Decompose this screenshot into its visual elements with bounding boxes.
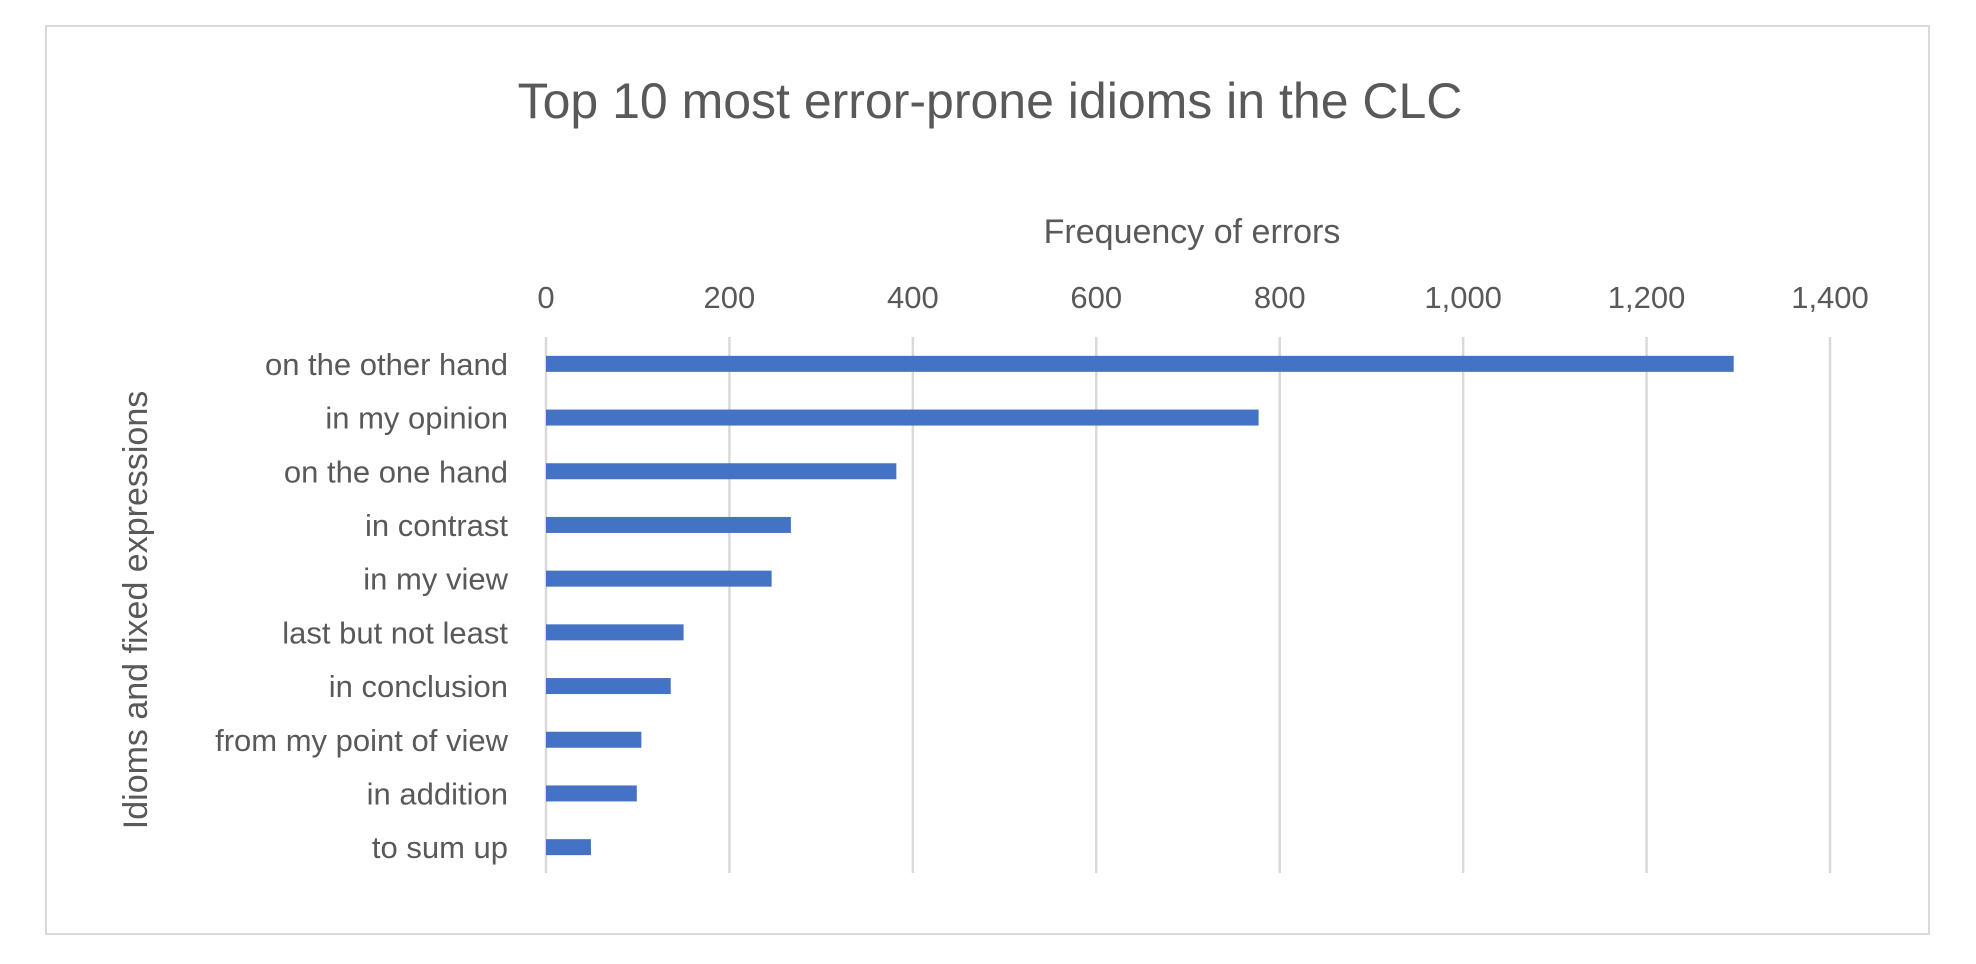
bar (546, 570, 772, 587)
bar (546, 678, 671, 695)
bar (546, 516, 791, 533)
x-axis-ticks: 0 200 400 600 800 1,000 1,200 1,400 (537, 280, 1868, 315)
category-labels: on the other hand in my opinion on the one… (215, 347, 508, 865)
category-label: last but not least (282, 615, 508, 650)
bar (546, 409, 1259, 426)
chart-frame (45, 25, 1930, 935)
bar (546, 463, 897, 480)
category-label: to sum up (372, 830, 508, 865)
x-tick-label: 400 (887, 280, 939, 315)
x-tick-label: 800 (1254, 280, 1306, 315)
bar (546, 355, 1734, 372)
category-label: in my opinion (325, 401, 508, 436)
category-label: in contrast (365, 508, 508, 543)
category-label: in addition (367, 776, 508, 811)
x-axis-title: Frequency of errors (1044, 213, 1341, 251)
bar (546, 839, 591, 856)
category-label: on the one hand (284, 454, 508, 489)
category-label: from my point of view (215, 723, 508, 758)
category-label: on the other hand (265, 347, 508, 382)
bars (546, 355, 1734, 856)
x-tick-label: 0 (537, 280, 554, 315)
bar (546, 731, 642, 748)
x-tick-label: 1,200 (1608, 280, 1686, 315)
category-label: in conclusion (329, 669, 508, 704)
chart-title: Top 10 most error-prone idioms in the CL… (518, 73, 1463, 129)
y-axis-title: Idioms and fixed expressions (117, 391, 155, 829)
category-label: in my view (363, 562, 508, 597)
gridlines (544, 337, 1832, 873)
x-tick-label: 1,000 (1424, 280, 1502, 315)
x-tick-label: 1,400 (1791, 280, 1869, 315)
x-tick-label: 600 (1070, 280, 1122, 315)
x-tick-label: 200 (704, 280, 756, 315)
bar (546, 785, 637, 802)
bar (546, 624, 684, 641)
